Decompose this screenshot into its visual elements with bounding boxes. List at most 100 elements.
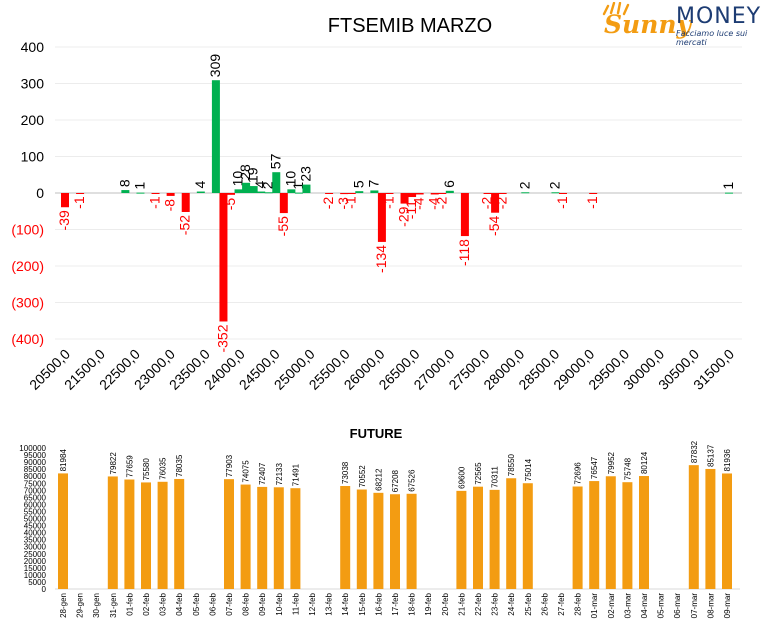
future-data-label: 77903 [225, 454, 234, 477]
future-x-tick-label: 22-feb [474, 592, 483, 615]
bar [400, 193, 409, 204]
future-data-label: 72696 [574, 462, 583, 485]
bar [498, 193, 507, 194]
future-x-tick-label: 04-feb [175, 592, 184, 615]
data-label: 1 [131, 182, 147, 190]
future-y-tick-label: 0 [42, 585, 47, 594]
bar [76, 193, 85, 194]
future-x-tick-label: 06-feb [208, 592, 217, 615]
y-tick-label: 300 [21, 76, 45, 92]
future-y-tick-label: 70000 [24, 486, 47, 495]
data-label: -54 [486, 215, 502, 235]
ftsemib-chart: FTSEMIB MARZO 400 300 200 100 0 (100) (200) (300… [11, 15, 742, 393]
data-label: -4 [411, 197, 427, 210]
future-data-label: 85137 [706, 444, 715, 467]
bar [211, 80, 220, 193]
bar [302, 184, 311, 193]
bar [408, 193, 417, 198]
future-data-label: 80124 [640, 451, 649, 474]
future-data-label: 72565 [474, 462, 483, 485]
bar [181, 193, 190, 212]
future-bar [522, 483, 533, 589]
future-x-tick-label: 10-feb [275, 592, 284, 615]
bar [234, 189, 243, 193]
data-label: 6 [441, 180, 457, 188]
future-x-tick-label: 03-mar [623, 593, 632, 619]
future-x-tick-label: 16-feb [374, 592, 383, 615]
bar [272, 172, 281, 193]
data-label: -1 [71, 196, 87, 209]
future-y-tick-label: 40000 [24, 529, 47, 538]
future-bar [639, 476, 649, 589]
bar [521, 192, 530, 194]
y-tick-label: 100 [21, 149, 45, 165]
future-x-tick-label: 31-gen [109, 593, 118, 618]
future-y-tick-label: 80000 [24, 472, 47, 481]
data-label: -2 [320, 197, 336, 210]
y-tick-label: (100) [11, 222, 44, 238]
data-label: -5 [222, 198, 238, 211]
data-label: 2 [516, 181, 532, 189]
data-label: -52 [177, 215, 193, 235]
future-x-tick-label: 25-feb [524, 592, 533, 615]
future-x-tick-label: 06-mar [673, 593, 682, 619]
bar [294, 192, 303, 194]
data-label: 4 [252, 181, 268, 189]
future-x-tick-label: 21-feb [457, 592, 466, 615]
bar [136, 192, 145, 194]
future-data-label: 78035 [175, 454, 184, 477]
future-x-tick-label: 09-feb [258, 592, 267, 615]
data-label: -29 [396, 206, 412, 226]
bar [242, 182, 251, 193]
future-data-label: 70311 [491, 466, 500, 488]
future-y-tick-label: 30000 [24, 543, 47, 552]
bar [219, 193, 228, 322]
future-x-tick-label: 15-feb [358, 592, 367, 615]
future-data-label: 75014 [524, 458, 533, 481]
future-data-label: 72407 [258, 462, 267, 485]
bar [415, 193, 424, 195]
future-bar [124, 479, 135, 589]
future-y-tick-label: 20000 [24, 557, 47, 566]
data-label: -2 [433, 197, 449, 210]
future-data-label: 79822 [109, 452, 118, 475]
future-bar [257, 486, 268, 589]
data-label: 7 [365, 179, 381, 187]
future-x-tick-label: 23-feb [491, 592, 500, 615]
bar [370, 190, 379, 193]
logo-money-text: MONEY [676, 4, 762, 29]
future-x-tick-label: 13-feb [325, 592, 334, 615]
future-x-tick-label: 11-feb [291, 592, 300, 615]
future-x-tick-label: 24-feb [507, 592, 516, 615]
bar [287, 189, 296, 193]
future-chart: FUTURE1000009500090000850008000075000700… [19, 426, 740, 619]
future-x-tick-label: 27-feb [557, 592, 566, 615]
future-y-tick-label: 90000 [24, 458, 47, 467]
future-y-tick-label: 65000 [24, 493, 47, 502]
data-label: 10 [230, 171, 246, 187]
bar [264, 192, 273, 194]
y-tick-label: (300) [11, 295, 44, 311]
future-bar [705, 468, 716, 589]
data-label: 8 [116, 179, 132, 187]
bar [483, 193, 492, 194]
logo-sunny-word: Sunny [600, 2, 691, 40]
bar [151, 193, 160, 194]
future-bar [174, 478, 185, 589]
data-label: -1 [584, 196, 600, 209]
future-x-tick-label: 05-mar [657, 593, 666, 619]
future-bar [589, 481, 600, 589]
future-y-tick-label: 35000 [24, 536, 47, 545]
future-y-tick-label: 75000 [24, 479, 47, 488]
future-x-tick-label: 03-feb [159, 592, 168, 615]
future-title: FUTURE [350, 426, 403, 441]
logo-sunny-text: Sunny [604, 10, 692, 39]
future-x-tick-label: 30-gen [92, 593, 101, 618]
future-bar [356, 489, 367, 589]
future-x-tick-label: 29-gen [76, 593, 85, 618]
bar [430, 193, 439, 195]
future-x-tick-label: 01-feb [125, 592, 134, 615]
future-bar [688, 465, 699, 589]
data-label: -11 [403, 200, 419, 219]
future-data-label: 87832 [690, 440, 699, 463]
